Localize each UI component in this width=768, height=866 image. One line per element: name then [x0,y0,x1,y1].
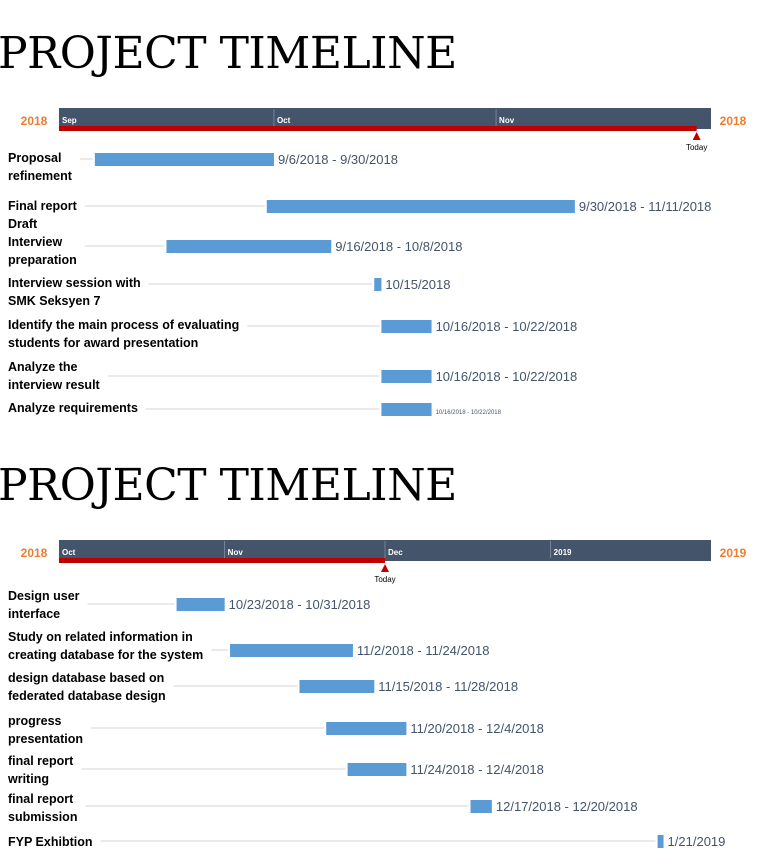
year-label-left: 2018 [21,114,48,128]
task-bar [381,403,432,416]
month-label: Sep [62,116,77,125]
task-bar [266,200,575,213]
today-marker [381,564,389,572]
task-bar [176,598,225,611]
today-label: Today [686,143,707,152]
task-label: progress [8,714,62,728]
task-bar [470,800,492,813]
timeline-header-band [59,108,711,129]
task-label: Study on related information in [8,630,193,644]
year-label-right: 2019 [720,546,747,560]
chart-title-1: PROJECT TIMELINE [0,28,457,79]
task-date-range: 9/16/2018 - 10/8/2018 [335,239,462,254]
task-date-range: 11/20/2018 - 12/4/2018 [410,721,544,736]
task-label: Identify the main process of evaluating [8,318,239,332]
task-label: Analyze the [8,360,78,374]
month-label: Nov [228,548,244,557]
task-label: federated database design [8,689,166,703]
task-label: Draft [8,217,38,231]
task-date-range: 11/15/2018 - 11/28/2018 [378,679,518,694]
task-bar [381,320,432,333]
task-label: Analyze requirements [8,401,138,415]
task-label: Interview [8,235,62,249]
task-bar [94,153,274,166]
chart-title-2: PROJECT TIMELINE [0,460,457,511]
task-date-range: 10/16/2018 - 10/22/2018 [436,319,578,334]
task-bar [299,680,375,693]
task-date-range: 10/16/2018 - 10/22/2018 [436,369,578,384]
task-bar [326,722,407,735]
task-date-range: 9/6/2018 - 9/30/2018 [278,152,398,167]
task-bar [230,644,353,657]
month-label: 2019 [554,548,572,557]
task-label: refinement [8,169,73,183]
month-label: Nov [499,116,515,125]
task-date-range: 10/16/2018 - 10/22/2018 [436,410,502,416]
task-label: Final report [8,199,78,213]
task-label: FYP Exhibtion [8,835,93,849]
task-label: Design user [8,589,80,603]
task-label: preparation [8,253,77,267]
task-label: final report [8,792,74,806]
timeline-chart-2: 2018 2019 Oct Nov Dec 2019 Today Design user int… [7,540,747,849]
today-label: Today [374,575,395,584]
task-date-range: 9/30/2018 - 11/11/2018 [579,199,712,214]
month-label: Oct [277,116,291,125]
task-label: interface [8,607,60,621]
elapsed-progress-bar [59,558,385,563]
task-label: final report [8,754,74,768]
task-bar [166,240,332,253]
year-label-right: 2018 [720,114,747,128]
task-label: Proposal [8,151,62,165]
elapsed-progress-bar [59,126,697,131]
task-bar [347,763,407,776]
task-date-range: 1/21/2019 [668,834,726,849]
task-date-range: 10/15/2018 [385,277,450,292]
task-bar [374,278,382,291]
task-label: SMK Seksyen 7 [8,294,100,308]
task-bar [657,835,664,848]
task-label: Interview session with [8,276,141,290]
task-date-range: 10/23/2018 - 10/31/2018 [229,597,371,612]
month-label: Dec [388,548,403,557]
task-label: creating database for the system [8,648,203,662]
month-label: Oct [62,548,76,557]
task-label: presentation [8,732,83,746]
task-date-range: 11/2/2018 - 11/24/2018 [357,643,490,658]
year-label-left: 2018 [21,546,48,560]
timeline-chart-1: 2018 2018 Sep Oct Nov Today Proposal refinement… [8,108,747,416]
task-label: students for award presentation [8,336,198,350]
task-label: interview result [8,378,101,392]
task-label: design database based on [8,671,164,685]
today-marker [692,132,701,140]
task-label: writing [7,772,49,786]
task-label: submission [8,810,77,824]
task-bar [381,370,432,383]
task-date-range: 11/24/2018 - 12/4/2018 [410,762,544,777]
task-date-range: 12/17/2018 - 12/20/2018 [496,799,638,814]
